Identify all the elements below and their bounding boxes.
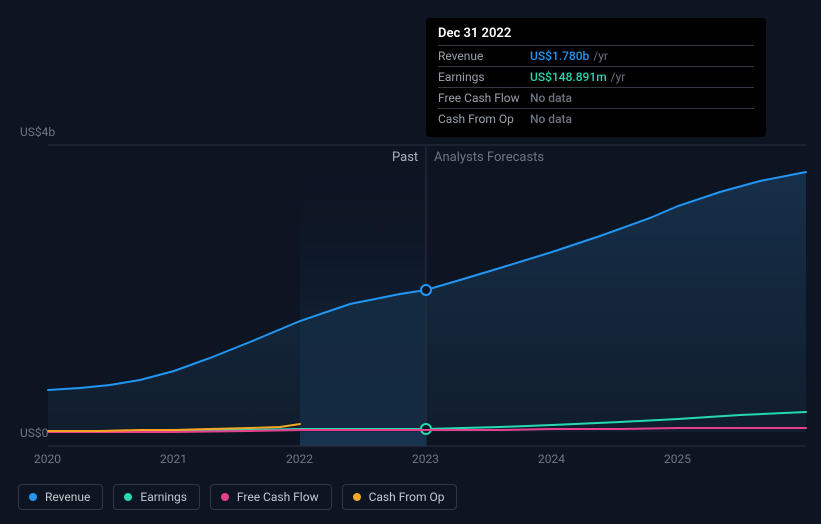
x-axis-label: 2025 (664, 452, 691, 466)
section-label-forecast: Analysts Forecasts (434, 150, 544, 165)
legend-item-label: Free Cash Flow (237, 490, 319, 504)
tooltip-row-label: Revenue (438, 49, 530, 63)
legend-dot-icon (221, 493, 229, 501)
legend-item-label: Cash From Op (369, 490, 445, 504)
tooltip-row: Cash From OpNo data (438, 108, 754, 129)
legend-item-cfo[interactable]: Cash From Op (342, 484, 458, 510)
tooltip-row: Free Cash FlowNo data (438, 87, 754, 108)
legend-dot-icon (29, 493, 37, 501)
x-axis-label: 2021 (160, 452, 187, 466)
legend-item-revenue[interactable]: Revenue (18, 484, 103, 510)
chart-legend: Revenue Earnings Free Cash Flow Cash From O… (18, 484, 457, 510)
tooltip-row-label: Earnings (438, 70, 530, 84)
x-axis-label: 2022 (286, 452, 313, 466)
tooltip-row-label: Free Cash Flow (438, 91, 530, 105)
x-axis-label: 2024 (538, 452, 565, 466)
tooltip-date: Dec 31 2022 (438, 26, 754, 41)
legend-item-label: Revenue (45, 490, 90, 504)
legend-item-fcf[interactable]: Free Cash Flow (210, 484, 332, 510)
legend-item-earnings[interactable]: Earnings (113, 484, 200, 510)
legend-item-label: Earnings (140, 490, 187, 504)
financial-chart: US$0 US$4b 2020 2021 2022 2023 2024 2025 Past Ana… (0, 0, 821, 524)
tooltip-row-value: No data (530, 91, 572, 105)
x-axis-label: 2023 (412, 452, 439, 466)
y-axis-label: US$0 (20, 426, 48, 440)
x-axis-label: 2020 (34, 452, 61, 466)
tooltip-row-value: US$1.780b/yr (530, 49, 608, 63)
tooltip-row: RevenueUS$1.780b/yr (438, 45, 754, 66)
chart-tooltip: Dec 31 2022RevenueUS$1.780b/yrEarningsUS… (426, 18, 766, 137)
tooltip-row-label: Cash From Op (438, 112, 530, 126)
section-label-past: Past (392, 150, 418, 165)
tooltip-row-value: No data (530, 112, 572, 126)
legend-dot-icon (353, 493, 361, 501)
marker-revenue (421, 285, 431, 295)
revenue-area (48, 172, 806, 432)
y-axis-label: US$4b (20, 125, 55, 139)
tooltip-row-value: US$148.891m/yr (530, 70, 625, 84)
tooltip-row: EarningsUS$148.891m/yr (438, 66, 754, 87)
legend-dot-icon (124, 493, 132, 501)
